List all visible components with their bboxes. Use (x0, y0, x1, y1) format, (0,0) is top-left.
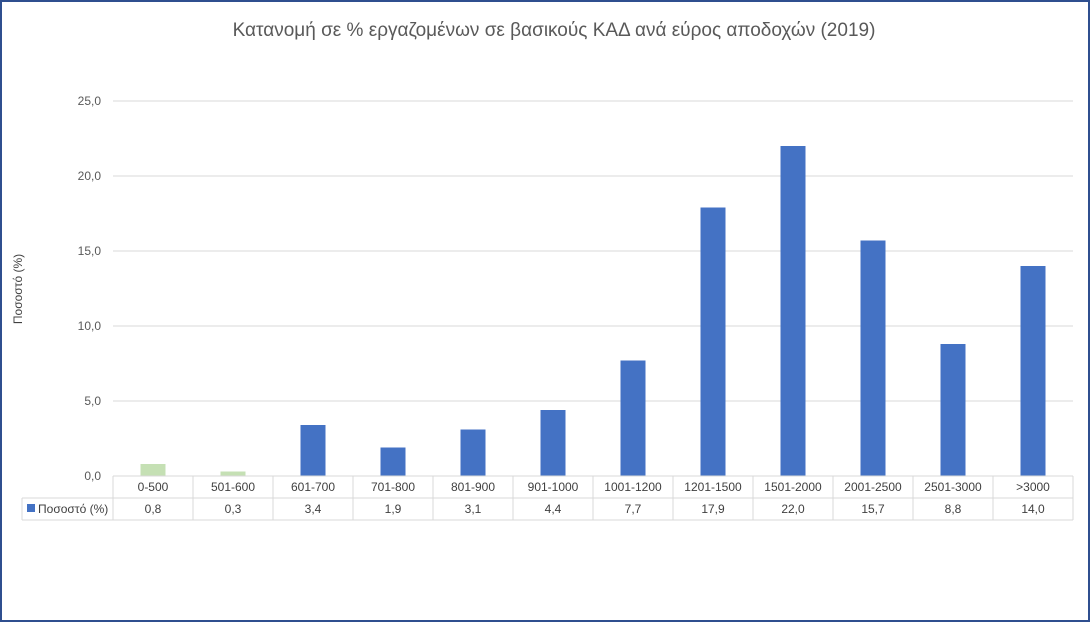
x-tick-label: 2501-3000 (924, 480, 982, 494)
y-axis-ticks: 0,0 5,0 10,0 15,0 20,0 25,0 (78, 94, 102, 483)
x-tick-label: 901-1000 (528, 480, 579, 494)
data-label: 22,0 (781, 502, 805, 516)
legend-label: Ποσοστό (%) (38, 502, 108, 516)
x-tick-label: 0-500 (138, 480, 169, 494)
bar (860, 240, 886, 476)
y-tick-label: 0,0 (84, 469, 101, 483)
bars (140, 146, 1046, 476)
data-label: 15,7 (861, 502, 885, 516)
bar (1020, 266, 1046, 476)
y-tick-label: 10,0 (78, 319, 102, 333)
chart-title: Κατανομή σε % εργαζομένων σε βασικούς ΚΑ… (233, 20, 876, 41)
bar (300, 425, 326, 476)
data-table: 0-500 0,8 501-600 0,3 601-700 3,4 701-800 1,9 80… (21, 475, 1074, 521)
y-tick-label: 15,0 (78, 244, 102, 258)
bar (540, 410, 566, 476)
x-tick-label: 1001-1200 (604, 480, 662, 494)
x-tick-label: 801-900 (451, 480, 495, 494)
data-label: 4,4 (545, 502, 562, 516)
y-tick-label: 5,0 (84, 394, 101, 408)
y-axis-title: Ποσοστό (%) (11, 254, 25, 324)
bar (140, 464, 166, 476)
data-label: 3,1 (465, 502, 482, 516)
data-label: 1,9 (385, 502, 402, 516)
data-label: 0,3 (225, 502, 242, 516)
x-tick-label: 501-600 (211, 480, 255, 494)
bar (940, 344, 966, 476)
x-tick-label: 1501-2000 (764, 480, 822, 494)
data-label: 8,8 (945, 502, 962, 516)
data-label: 3,4 (305, 502, 322, 516)
bar (460, 429, 486, 476)
x-tick-label: 1201-1500 (684, 480, 742, 494)
data-label: 17,9 (701, 502, 725, 516)
legend-key (27, 504, 35, 512)
y-tick-label: 25,0 (78, 94, 102, 108)
bar (380, 447, 406, 476)
x-tick-label: 701-800 (371, 480, 415, 494)
data-label: 0,8 (145, 502, 162, 516)
bar (780, 146, 806, 476)
x-tick-label: 601-700 (291, 480, 335, 494)
data-label: 7,7 (625, 502, 642, 516)
x-tick-label: >3000 (1016, 480, 1050, 494)
y-tick-label: 20,0 (78, 169, 102, 183)
x-tick-label: 2001-2500 (844, 480, 902, 494)
bar (620, 360, 646, 476)
bar (700, 207, 726, 476)
data-label: 14,0 (1021, 502, 1045, 516)
gridlines (113, 100, 1073, 402)
bar (220, 471, 246, 476)
